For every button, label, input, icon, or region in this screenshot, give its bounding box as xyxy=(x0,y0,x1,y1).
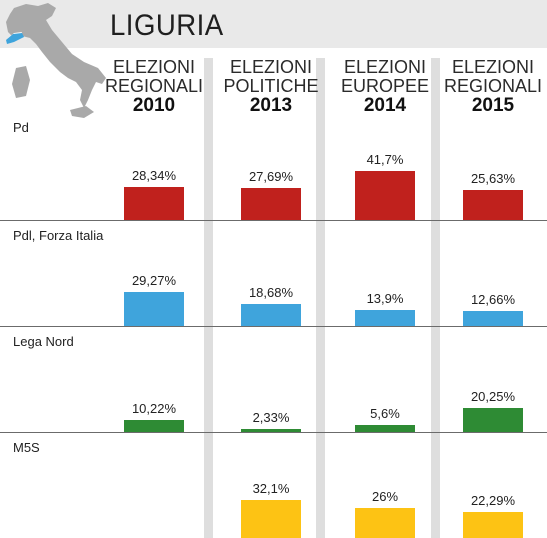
bar xyxy=(124,292,184,326)
row-separator xyxy=(0,220,547,221)
row-separator xyxy=(0,326,547,327)
bar-value-label: 27,69% xyxy=(248,169,294,184)
row-separator xyxy=(0,432,547,433)
column-header-line2: REGIONALI xyxy=(443,76,543,96)
column-header-line2: EUROPEE xyxy=(340,76,430,96)
bar-value-label: 29,27% xyxy=(131,273,177,288)
bar xyxy=(241,500,301,538)
bar xyxy=(355,171,415,220)
bar xyxy=(355,425,415,432)
column-header: ELEZIONI EUROPEE 2014 xyxy=(330,57,440,116)
party-label: Pd xyxy=(13,120,29,135)
column-header-year: 2010 xyxy=(132,95,176,116)
bar-value-label: 26% xyxy=(371,489,399,504)
column-header: ELEZIONI REGIONALI 2015 xyxy=(438,57,547,116)
bar-value-label: 12,66% xyxy=(470,292,516,307)
bar xyxy=(124,420,184,432)
bar-value-label: 2,33% xyxy=(252,410,290,425)
column-header-year: 2015 xyxy=(471,95,515,116)
column-header: ELEZIONI POLITICHE 2013 xyxy=(216,57,326,116)
bar-value-label: 5,6% xyxy=(370,406,400,421)
column-header-line2: POLITICHE xyxy=(223,76,319,96)
bar xyxy=(355,310,415,326)
header-band xyxy=(0,0,547,48)
bar-value-label: 13,9% xyxy=(366,291,404,306)
column-header-line1: ELEZIONI xyxy=(229,57,313,77)
party-label: M5S xyxy=(13,440,40,455)
column-divider xyxy=(204,58,213,538)
bar xyxy=(124,187,184,220)
bar-value-label: 22,29% xyxy=(470,493,516,508)
bar-value-label: 20,25% xyxy=(470,389,516,404)
column-header-line1: ELEZIONI xyxy=(451,57,535,77)
party-label: Pdl, Forza Italia xyxy=(13,228,104,243)
column-header-line1: ELEZIONI xyxy=(343,57,427,77)
column-divider xyxy=(316,58,325,538)
column-divider xyxy=(431,58,440,538)
party-label: Lega Nord xyxy=(13,334,74,349)
column-header-line2: REGIONALI xyxy=(104,76,204,96)
bar-value-label: 10,22% xyxy=(131,401,177,416)
column-header-year: 2013 xyxy=(249,95,293,116)
column-header: ELEZIONI REGIONALI 2010 xyxy=(99,57,209,116)
bar xyxy=(463,408,523,432)
region-title: LIGURIA xyxy=(110,9,224,42)
bar-value-label: 41,7% xyxy=(366,152,404,167)
bar-value-label: 18,68% xyxy=(248,285,294,300)
bar xyxy=(241,304,301,326)
bar-value-label: 25,63% xyxy=(470,171,516,186)
bar-value-label: 32,1% xyxy=(252,481,290,496)
bar xyxy=(463,190,523,220)
column-header-year: 2014 xyxy=(363,95,407,116)
bar-value-label: 28,34% xyxy=(131,168,177,183)
bar xyxy=(463,512,523,538)
bar xyxy=(241,188,301,220)
bar xyxy=(241,429,301,432)
bar xyxy=(355,508,415,538)
column-header-line1: ELEZIONI xyxy=(112,57,196,77)
italy-map-icon xyxy=(6,3,106,118)
bar xyxy=(463,311,523,326)
